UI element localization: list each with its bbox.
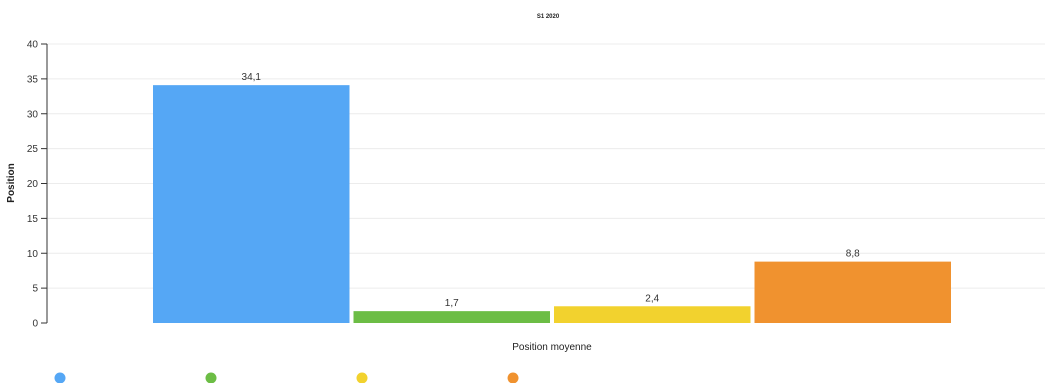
legend-marker <box>356 372 368 383</box>
bar <box>353 311 550 323</box>
data-labels: 34,1 1,7 2,4 8,8 <box>242 72 861 309</box>
bar <box>554 306 751 323</box>
bar <box>754 261 951 323</box>
y-tick-label: 25 <box>27 144 39 155</box>
y-tick-label: 30 <box>27 109 39 120</box>
chart-title: S1 2020 <box>537 14 560 20</box>
y-axis-title: Position <box>6 163 17 202</box>
legend-marker <box>205 372 217 383</box>
y-tick-label: 35 <box>27 74 39 85</box>
bar-value-label: 8,8 <box>846 249 860 260</box>
bar-value-label: 34,1 <box>242 72 262 83</box>
bar-value-label: 1,7 <box>445 298 459 309</box>
y-tick-label: 20 <box>27 179 39 190</box>
y-tick-label: 15 <box>27 214 39 225</box>
bar <box>153 85 350 323</box>
y-tick-label: 0 <box>32 319 38 330</box>
y-axis: 0 5 10 15 20 25 30 35 40 <box>27 40 48 330</box>
bar-value-label: 2,4 <box>645 293 659 304</box>
y-tick-label: 40 <box>27 40 39 51</box>
x-axis-title: Position moyenne <box>512 342 592 353</box>
legend <box>54 372 519 383</box>
bars <box>153 85 951 323</box>
y-tick-label: 10 <box>27 249 39 260</box>
legend-marker <box>54 372 66 383</box>
legend-marker <box>507 372 519 383</box>
y-tick-label: 5 <box>32 284 38 295</box>
